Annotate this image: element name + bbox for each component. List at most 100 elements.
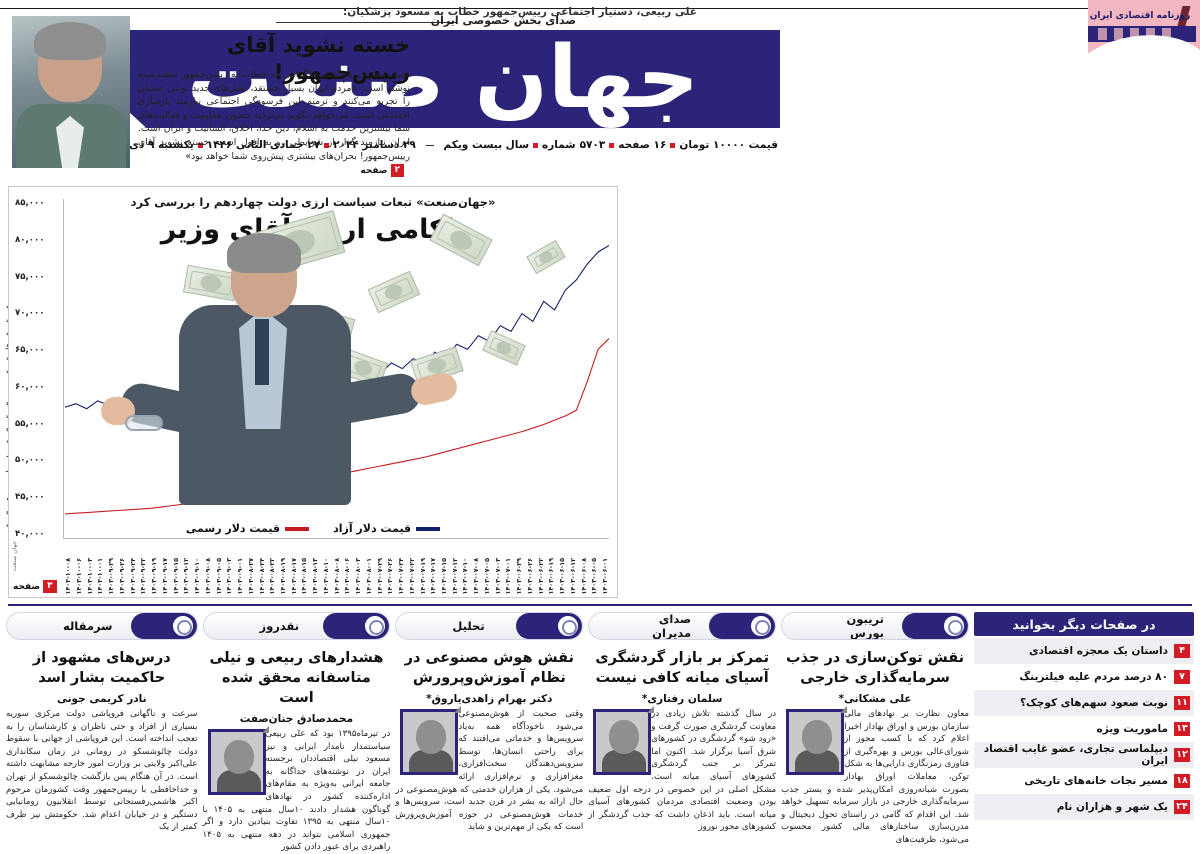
chart-x-tick: ۱۴۰۳-۰۶-۱۵ [558,558,567,595]
chart-x-tick: ۱۴۰۳-۰۹-۱۲ [182,558,191,595]
read-more-item[interactable]: ۲۴ یک شهر و هزاران نام [974,794,1194,820]
dateline-issue-label: شماره [542,139,576,151]
dateline-square-icon [197,142,203,148]
chart-x-tick: ۱۴۰۳-۱۰-۰۶ [75,558,84,595]
chart-x-tick: ۱۴۰۳-۰۸-۰۸ [332,558,341,595]
top-feature-title: خسته نشوید آقای رییس‌جمهور! [227,33,410,84]
chart-x-tick: ۱۴۰۳-۰۷-۰۱ [504,558,513,595]
chart-x-tick: ۱۴۰۳-۰۷-۲۹ [375,558,384,595]
chart-x-axis: ۱۴۰۳-۰۶-۰۱ ۱۴۰۳-۰۶-۰۵ ۱۴۰۳-۰۶-۰۸ ۱۴۰۳-۰۶-۱۲… [64,541,609,595]
dateline-divider [425,144,434,146]
section-author: محمدصادق جنان‌صفت [239,713,354,725]
section-body: سرعت و ناگهانی فروپاشی دولت مرکزی سوریه … [6,709,198,833]
legend-label-official: قیمت دلار رسمی [185,522,281,535]
dateline-square-icon [670,142,676,148]
chart-x-tick: ۱۴۰۳-۰۶-۲۹ [515,558,524,595]
author-avatar [207,726,269,795]
dateline-right: ۲۹ دسامبر ۲۰۲۴ ۲۷ جمادی الثانی ۱۴۴۶ یکشن… [100,139,416,151]
chart-x-tick: ۱۴۰۳-۰۸-۱۵ [300,558,309,595]
chart-y-tick: ۸۵,۰۰۰ [15,198,45,208]
dateline-hijri: ۲۷ جمادی الثانی ۱۴۴۶ [206,139,321,151]
chart-legend: قیمت دلار آزاد قیمت دلار رسمی [9,522,617,535]
chart-x-tick: ۱۴۰۳-۰۷-۰۸ [472,558,481,595]
chart-y-tick: ۸۰,۰۰۰ [15,234,45,245]
chart-x-tick: ۱۴۰۳-۰۹-۲۹ [107,558,116,595]
read-more-item[interactable]: ۴ داستان یک معجزه اقتصادی [974,638,1194,664]
masthead-plate [106,30,780,128]
top-feature-photo [12,16,130,168]
top-rule [0,8,1200,9]
section-divider [8,604,1192,606]
chart-x-tick: ۱۴۰۳-۰۹-۱۹ [150,558,159,595]
read-more-item[interactable]: ۱۱ نوبت صعود سهم‌های کوچک؟ [974,690,1194,716]
page-number-badge: ۱۱ [1174,696,1190,710]
page-number-badge: ۷ [1174,670,1190,684]
section-label: تریبون بورس [846,612,884,640]
chart-x-tick: ۱۴۰۳-۰۸-۱۰ [321,558,330,595]
top-feature-page-ref[interactable]: ۲ صفحه [360,164,404,177]
page-number-badge: ۲ [390,164,404,177]
chart-x-tick: ۱۴۰۳-۰۸-۲۴ [257,558,266,595]
section-body: در تیرماه۱۳۹۵ بود که علی ربیعی سیاستمدار… [202,729,391,853]
dateline-issue-number: ۵۷۰۳ [579,139,606,151]
chart-x-tick: ۱۴۰۳-۰۹-۱۰ [193,558,202,595]
section-title[interactable]: درس‌های مشهود از حاکمیت بشار اسد [32,650,171,686]
magnifier-icon [170,614,195,638]
read-more-list: ۴ داستان یک معجزه اقتصادی ۷ ۸۰ درصد مردم عل… [974,638,1194,820]
read-more-text: داستان یک معجزه اقتصادی [1029,645,1168,657]
section-label: سرمقاله [63,619,113,633]
chart-x-tick: ۱۴۰۳-۰۹-۰۵ [214,558,223,595]
section-body: وقتی صحبت از هوش‌مصنوعی می‌شود ناخودآگاه… [395,709,584,833]
author-avatar [400,706,462,775]
page-number-badge: ۱۳ [1174,722,1190,736]
section-tribune-bourse: تریبون بورس نقش توکن‌سازی در جذب سرمایه‌… [781,610,969,850]
read-more-item[interactable]: ۱۸ مسیر نجات خانه‌های تاریخی [974,768,1194,794]
chart-x-tick: ۱۴۰۳-۰۶-۰۱ [601,558,609,595]
chart-x-tick: ۱۴۰۳-۰۶-۲۲ [536,558,545,595]
chart-y-tick: ۵۰,۰۰۰ [15,455,45,466]
chart-y-tick: ۴۰,۰۰۰ [15,528,45,539]
section-header[interactable]: سرمقاله [6,612,198,640]
minister-photo [101,233,460,539]
read-more-text: نوبت صعود سهم‌های کوچک؟ [1019,697,1168,709]
chart-y-tick: ۶۵,۰۰۰ [15,345,45,356]
section-author: نادر کریمی جونی [56,693,147,705]
chart-x-tick: ۱۴۰۳-۰۹-۰۸ [203,558,212,595]
chart-x-tick: ۱۴۰۳-۰۶-۱۲ [568,558,577,595]
chart-y-tick: ۷۰,۰۰۰ [15,308,45,319]
chart-panel: «جهان‌صنعت» تبعات سیاست ارزی دولت چهارده… [8,186,618,598]
chart-y-tick: ۴۵,۰۰۰ [15,492,45,503]
author-avatar [786,706,848,775]
section-title[interactable]: نقش توکن‌سازی در جذب سرمایه‌گذاری خارجی [786,650,965,686]
chart-x-tick: ۱۴۰۳-۱۰-۰۳ [85,558,94,595]
legend-item-free: قیمت دلار آزاد [333,522,441,535]
dateline-left: قیمت ۱۰۰۰۰ تومان ۱۶ صفحه ۵۷۰۳ شماره سال … [444,139,778,151]
chart-x-tick: ۱۴۰۳-۰۷-۱۷ [429,558,438,595]
chart-x-tick: ۱۴۰۳-۰۹-۲۴ [128,558,137,595]
chart-x-tick: ۱۴۰۳-۰۶-۰۵ [590,558,599,595]
section-header[interactable]: تحلیل [395,612,584,640]
section-title[interactable]: هشدارهای ربیعی و نیلی متاسفانه محقق شده … [209,650,384,706]
section-title[interactable]: نقش هوش مصنوعی در نظام آموزش‌وپرورش [404,650,574,686]
top-feature: خسته نشوید آقای رییس‌جمهور! علی ربیعی در… [10,14,410,177]
chart-x-tick: ۱۴۰۳-۰۷-۲۲ [407,558,416,595]
read-more-item[interactable]: ۱۲ دیپلماسی تجاری، عضو غایب اقتصاد ایران [974,742,1194,768]
section-header[interactable]: صدای مدیران [588,612,777,640]
bottom-sections: در صفحات دیگر بخوانید ۴ داستان یک معجزه ا… [6,610,1194,852]
read-more-item[interactable]: ۷ ۸۰ درصد مردم علیه فیلترینگ [974,664,1194,690]
masthead-rule [276,22,456,23]
section-title[interactable]: تمرکز بر بازار گردشگری آسیای میانه کافی … [595,650,770,686]
chart-kicker: «جهان‌صنعت» تبعات سیاست ارزی دولت چهارده… [130,195,496,209]
magnifier-icon [556,614,581,638]
dateline-gregorian: ۲۹ دسامبر ۲۰۲۴ [333,139,416,151]
chart-x-tick: ۱۴۰۳-۰۷-۲۴ [397,558,406,595]
section-header[interactable]: نقدروز [202,612,391,640]
section-header[interactable]: تریبون بورس [781,612,969,640]
chart-page-ref[interactable]: ۳ صفحه [13,580,57,593]
legend-swatch-official [285,526,310,531]
read-more-item[interactable]: ۱۳ ماموریت ویژه [974,716,1194,742]
chart-axis-line-x [63,538,609,539]
section-author: علی مشکانی* [838,693,912,705]
chart-x-tick: ۱۴۰۳-۰۸-۱۳ [311,558,320,595]
chart-x-tick: ۱۴۰۳-۰۸-۰۶ [343,558,352,595]
